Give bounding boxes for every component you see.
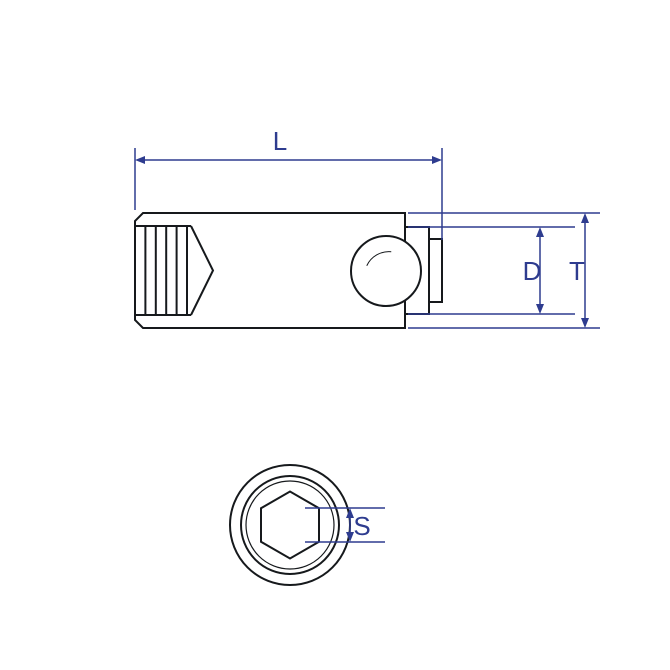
end-view xyxy=(230,465,350,585)
svg-text:S: S xyxy=(353,511,370,541)
technical-drawing: L TD S xyxy=(0,0,670,670)
svg-text:L: L xyxy=(273,126,287,156)
svg-text:D: D xyxy=(523,256,542,286)
dimension-lines: L TD S xyxy=(135,126,600,542)
svg-text:T: T xyxy=(569,256,585,286)
side-view xyxy=(135,213,442,328)
